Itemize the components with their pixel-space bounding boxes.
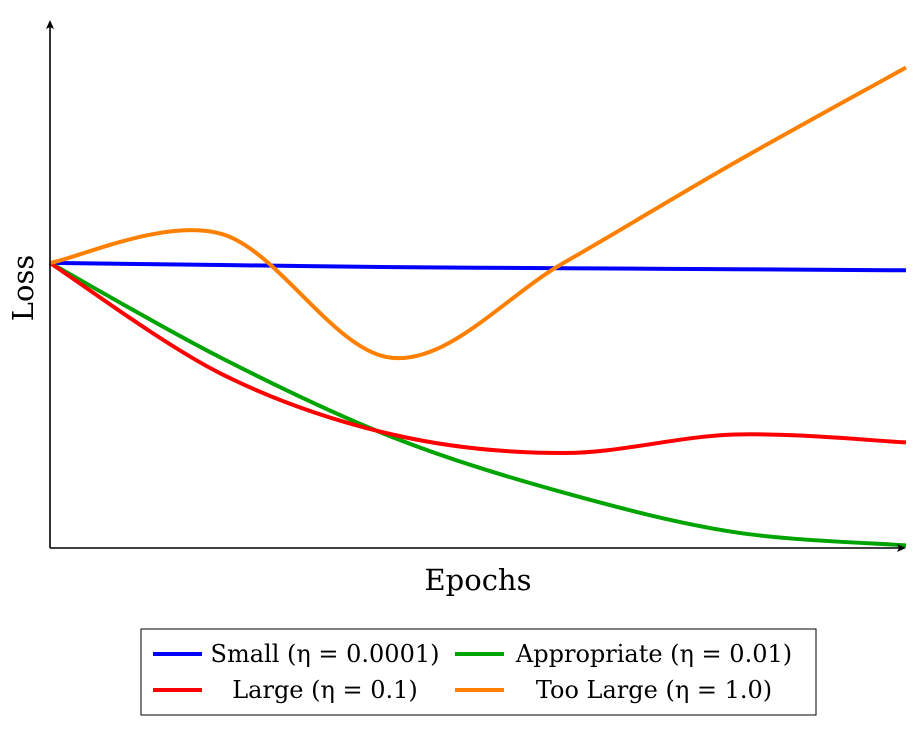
legend: Small (η = 0.0001) Appropriate (η = 0.01)… [140, 628, 817, 716]
y-axis-label: Loss [6, 255, 40, 321]
legend-box [140, 628, 817, 716]
x-axis-label: Epochs [425, 563, 532, 597]
series-line-0 [49, 260, 907, 273]
legend-items: Small (η = 0.0001) Appropriate (η = 0.01)… [153, 640, 792, 704]
series-line-3 [49, 65, 907, 360]
x-axis-arrow-icon [897, 544, 906, 552]
legend-label-2: Large (η = 0.1) [232, 676, 418, 704]
axes [46, 20, 906, 552]
legend-label-0: Small (η = 0.0001) [211, 640, 440, 668]
legend-label-1: Appropriate (η = 0.01) [515, 640, 792, 668]
series-line-2 [48, 261, 907, 455]
y-axis-arrow-icon [46, 20, 54, 29]
series-line-1 [49, 261, 907, 548]
plot-lines [48, 65, 907, 548]
legend-label-3: Too Large (η = 1.0) [536, 676, 772, 704]
